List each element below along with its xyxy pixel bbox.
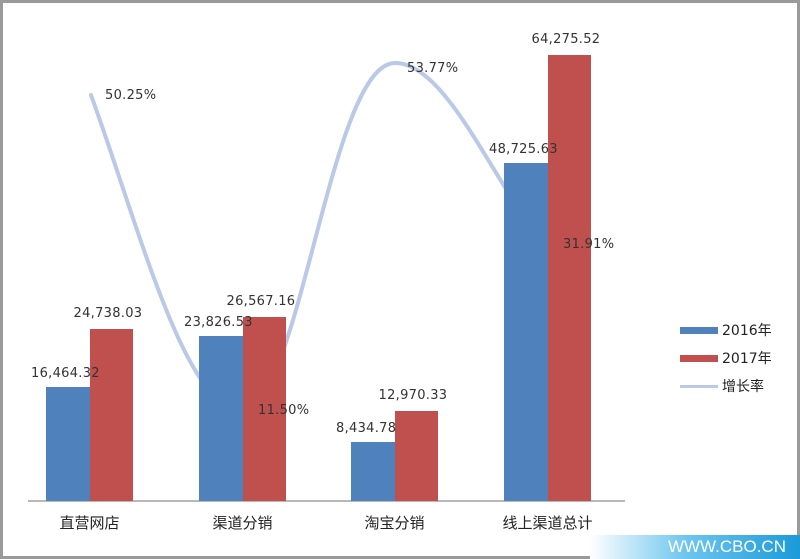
data-label-2017: 26,567.16 xyxy=(226,293,296,309)
bar-2016 xyxy=(351,442,395,501)
category-label: 渠道分销 xyxy=(212,514,273,532)
data-label-2017: 24,738.03 xyxy=(73,306,143,322)
growth-rate-label: 11.50% xyxy=(258,403,310,418)
data-label-2016: 23,826.53 xyxy=(184,314,253,330)
category-label: 线上渠道总计 xyxy=(502,514,593,532)
category-label: 直营网店 xyxy=(59,514,120,532)
legend: 2016年 2017年 增长率 xyxy=(680,316,772,400)
bar-2017 xyxy=(394,411,438,501)
data-label-2017: 12,970.33 xyxy=(378,388,448,403)
bar-2017 xyxy=(89,329,133,501)
bar-2017 xyxy=(242,316,286,501)
legend-item-2017: 2017年 xyxy=(680,344,772,372)
watermark: WWW.CBO.CN xyxy=(590,535,800,559)
legend-item-2016: 2016年 xyxy=(680,316,772,344)
bar-2017 xyxy=(547,55,591,501)
growth-rate-label: 50.25% xyxy=(105,88,157,103)
legend-swatch-2016 xyxy=(680,326,718,334)
bar-2016 xyxy=(46,386,90,501)
bar-2016 xyxy=(504,162,548,501)
x-axis-line xyxy=(28,500,625,502)
legend-label: 2016年 xyxy=(722,323,772,339)
legend-label: 增长率 xyxy=(722,379,764,395)
category-label: 淘宝分销 xyxy=(364,514,425,532)
bar-2016 xyxy=(199,335,243,501)
growth-rate-label: 53.77% xyxy=(407,61,459,76)
legend-label: 2017年 xyxy=(722,351,772,367)
data-label-2016: 48,725.63 xyxy=(489,141,558,157)
data-label-2016: 8,434.78 xyxy=(336,421,397,437)
legend-line-growth xyxy=(680,384,718,388)
data-label-2017: 64,275.52 xyxy=(531,32,601,47)
data-label-2016: 16,464.32 xyxy=(31,365,100,381)
legend-swatch-2017 xyxy=(680,354,718,362)
legend-item-growth: 增长率 xyxy=(680,372,772,400)
growth-rate-label: 31.91% xyxy=(563,237,615,252)
